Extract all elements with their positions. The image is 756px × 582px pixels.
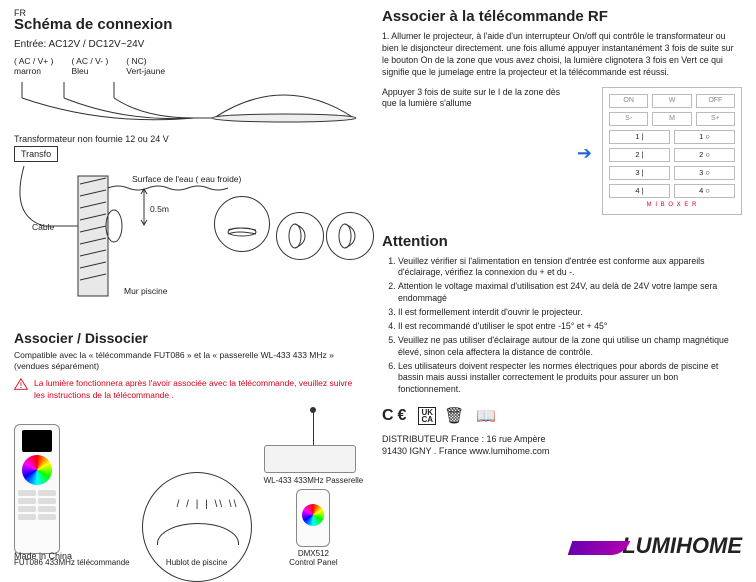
detail-circle-1 [214,196,270,252]
remote-illustration [14,424,60,554]
pad-off: OFF [696,94,735,108]
book-icon: 📖 [476,406,500,426]
pool-cross-section: Surface de l'eau ( eau froide) Câble 0.5… [14,166,364,326]
pad-m: M [652,112,691,126]
dmx-caption: DMX512 Control Panel [264,549,364,567]
compat-text: Compatible avec la « télécommande FUT086… [14,350,364,372]
detail-circle-2 [276,212,324,260]
depth-label: 0.5m [150,204,169,214]
pad-sminus: S- [609,112,648,126]
pad-w: W [652,94,691,108]
remote-brand: M I B O X E R [609,202,735,208]
wire-acvp: ( AC / V+ ) [14,56,53,66]
rf-title: Associer à la télécommande RF [382,8,742,25]
transfo-note: Transformateur non fournie 12 ou 24 V [14,134,364,144]
attention-item: Attention le voltage maximal d'utilisati… [398,281,742,305]
hublot-illustration: / / | | \\ \\ [142,472,252,582]
zone-4-on: 4 | [609,184,670,198]
zone-4-off: 4 ○ [674,184,735,198]
attention-item: Les utilisateurs doivent respecter les n… [398,361,742,397]
wall-label: Mur piscine [124,286,167,296]
certifications: C€ UKCA 🗑 📖 [382,406,742,426]
attention-item: Il est recommandé d'utiliser le spot ent… [398,321,742,333]
wire-acvm: ( AC / V- ) [71,56,108,66]
distributor-info: DISTRIBUTEUR France : 16 rue Ampère 9143… [382,434,742,457]
warning-row: La lumière fonctionnera après l'avoir as… [14,378,364,400]
warning-icon [14,378,28,390]
ce-mark: C€ [382,407,410,425]
zone-3-off: 3 ○ [674,166,735,180]
cable-label: Câble [32,222,54,232]
ukca-mark: UKCA [418,407,436,425]
press-instruction-row: Appuyer 3 fois de suite sur le I de la z… [382,87,742,221]
gateway-caption: WL-433 433MHz Passerelle [264,476,364,485]
attention-item: Il est formellement interdit d'ouvrir le… [398,307,742,319]
wire-nc: ( NC) [126,56,146,66]
hublot-item: / / | | \\ \\ Hublot de piscine [142,472,252,567]
wire-nc-color: Vert-jaune [126,66,165,76]
transfo-box: Transfo [14,146,58,162]
lumihome-logo: LUMIHOME [570,533,742,559]
attention-item: Veuillez ne pas utiliser d'éclairage aut… [398,335,742,359]
wire-labels: ( AC / V+ )marron ( AC / V- )Bleu ( NC)V… [14,56,364,76]
wire-acvp-color: marron [14,66,41,76]
phone-illustration [296,489,330,547]
zone-1-on: 1 | [609,130,670,144]
gateway-item: WL-433 433MHz Passerelle DMX512 Control … [264,409,364,567]
zone-3-on: 3 | [609,166,670,180]
remote-item: FUT086 433MHz télécommande [14,424,130,567]
detail-circle-3 [326,212,374,260]
arrow-icon: ➔ [577,143,592,164]
weee-icon: 🗑 [444,406,468,426]
press-text: Appuyer 3 fois de suite sur le I de la z… [382,87,567,110]
attention-item: Veuillez vérifier si l'alimentation en t… [398,256,742,280]
made-in-label: Made in China [14,551,72,561]
remote-pad: ON W OFF S- M S+ 1 | 1 ○ 2 | 2 ○ 3 | 3 ○ [602,87,742,215]
input-spec: Entrée: AC12V / DC12V~24V [14,39,364,50]
zone-2-on: 2 | [609,148,670,162]
attention-list: Veuillez vérifier si l'alimentation en t… [382,256,742,397]
zone-grid: 1 | 1 ○ 2 | 2 ○ 3 | 3 ○ 4 | 4 ○ [609,130,735,198]
logo-text: LUMIHOME [622,533,742,558]
rf-step1: 1. Allumer le projecteur, à l'aide d'un … [382,31,742,79]
zone-1-off: 1 ○ [674,130,735,144]
pad-splus: S+ [696,112,735,126]
zone-2-off: 2 ○ [674,148,735,162]
gateway-illustration [264,445,356,473]
warning-text: La lumière fonctionnera après l'avoir as… [34,378,364,400]
associate-title: Associer / Dissocier [14,330,364,346]
schema-title: Schéma de connexion [14,16,364,33]
water-surface-label: Surface de l'eau ( eau froide) [132,174,241,184]
attention-title: Attention [382,233,742,250]
accessories-row: FUT086 433MHz télécommande / / | | \\ \\… [14,409,364,567]
lamp-wiring-diagram [14,78,364,132]
pad-on: ON [609,94,648,108]
wire-acvm-color: Bleu [71,66,88,76]
